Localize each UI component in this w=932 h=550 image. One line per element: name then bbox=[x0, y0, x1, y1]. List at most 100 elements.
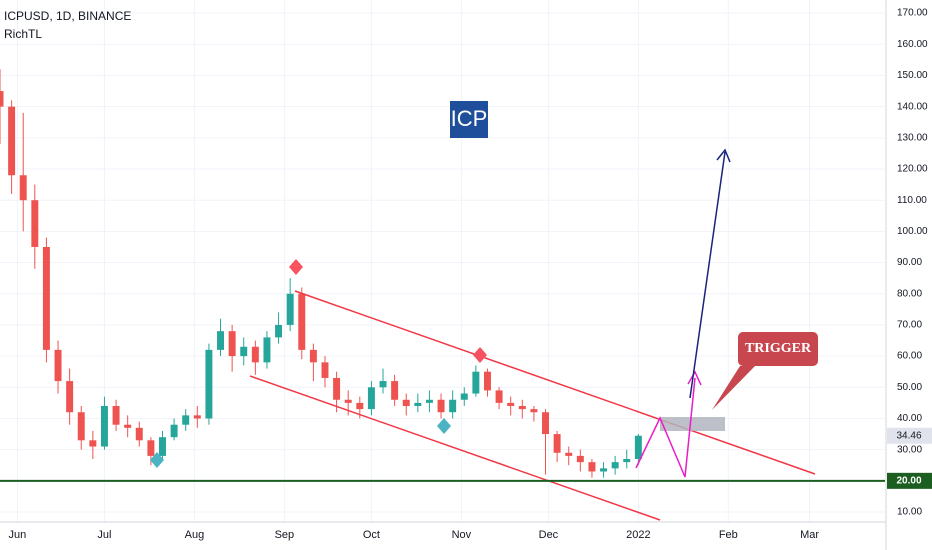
candle-body bbox=[495, 390, 503, 403]
candle-body bbox=[112, 406, 120, 425]
candle-body bbox=[483, 371, 491, 391]
candle-body bbox=[588, 462, 596, 472]
candle-body bbox=[391, 381, 399, 400]
candle-body bbox=[77, 412, 85, 441]
badge-text: ICP bbox=[451, 106, 488, 131]
callout-text: TRIGGER bbox=[745, 341, 812, 356]
candle-body bbox=[182, 415, 190, 425]
candle-body bbox=[634, 435, 642, 460]
pivot-high bbox=[473, 347, 487, 363]
pivot-low bbox=[437, 418, 451, 434]
last-price-label: 34.46 bbox=[896, 430, 921, 441]
x-tick-label: Nov bbox=[452, 529, 472, 541]
y-tick-label: 150.00 bbox=[897, 70, 928, 81]
chart-title: ICPUSD, 1D, BINANCE bbox=[4, 9, 131, 23]
candle-body bbox=[217, 331, 225, 350]
candle-body bbox=[205, 349, 213, 419]
overlay: 10.00 30.00 40.00 50.00 60.00 70.00 80.00 90.00… bbox=[0, 8, 932, 541]
candle-body bbox=[379, 381, 387, 388]
y-tick-label: 110.00 bbox=[897, 195, 927, 206]
y-tick-label: 160.00 bbox=[897, 39, 928, 50]
candle-body bbox=[507, 402, 515, 406]
candle-body bbox=[518, 406, 526, 410]
candle-body bbox=[542, 412, 549, 435]
candle-body bbox=[553, 434, 561, 453]
y-tick-label: 60.00 bbox=[897, 351, 922, 362]
candle-body bbox=[414, 402, 422, 406]
x-tick-label: Dec bbox=[539, 529, 559, 541]
candle-body bbox=[240, 346, 248, 357]
candle-body bbox=[19, 175, 27, 201]
candle-body bbox=[8, 106, 16, 176]
candle-body bbox=[89, 440, 97, 447]
channel-upper bbox=[294, 290, 816, 475]
candle-body bbox=[42, 246, 50, 350]
last-price-box bbox=[887, 427, 932, 444]
y-tick-label: 10.00 bbox=[897, 507, 922, 518]
y-tick-label: 90.00 bbox=[897, 257, 922, 268]
y-tick-label: 130.00 bbox=[897, 132, 928, 143]
candle-body bbox=[565, 452, 573, 456]
y-tick-label: 120.00 bbox=[897, 164, 928, 175]
candle-body bbox=[193, 415, 201, 419]
x-tick-label: Aug bbox=[185, 529, 205, 541]
candle-body bbox=[100, 406, 108, 447]
x-tick-label: Jun bbox=[9, 529, 27, 541]
badge-box bbox=[450, 101, 488, 138]
x-tick-label: Jul bbox=[97, 529, 111, 541]
candle-body bbox=[309, 349, 317, 363]
y-tick-label: 140.00 bbox=[897, 101, 928, 112]
candle-body bbox=[31, 200, 39, 247]
callout-box bbox=[738, 332, 818, 366]
candle-body bbox=[333, 377, 341, 400]
candle-body bbox=[54, 349, 62, 382]
candle-body bbox=[251, 346, 259, 363]
grid bbox=[0, 0, 885, 522]
projection-path bbox=[635, 377, 696, 478]
y-tick-label: 80.00 bbox=[897, 288, 922, 299]
candle-body bbox=[298, 293, 306, 350]
y-tick-label: 40.00 bbox=[897, 413, 922, 424]
x-tick-label: Mar bbox=[800, 529, 819, 541]
callout-pointer bbox=[712, 366, 755, 410]
pivot-low bbox=[150, 452, 164, 468]
y-tick-label: 170.00 bbox=[897, 8, 928, 19]
y-tick-label: 30.00 bbox=[897, 444, 922, 455]
candle-body bbox=[460, 393, 468, 400]
target-arrow bbox=[689, 151, 726, 399]
channel-lower bbox=[249, 375, 661, 521]
candle-body bbox=[623, 459, 631, 463]
candle-body bbox=[425, 399, 433, 403]
support-label: 20.00 bbox=[896, 475, 921, 486]
candle-body bbox=[576, 455, 584, 463]
candle-body bbox=[449, 399, 457, 413]
y-tick-label: 50.00 bbox=[897, 382, 922, 393]
projection-arrowhead bbox=[687, 370, 702, 386]
candle-body bbox=[124, 424, 132, 428]
candle-body bbox=[66, 381, 74, 413]
candle-body bbox=[159, 437, 166, 456]
candle-body bbox=[600, 468, 608, 472]
target-arrowhead bbox=[716, 148, 731, 163]
candle-body bbox=[321, 362, 329, 378]
candle-body bbox=[170, 424, 178, 438]
candle-body bbox=[611, 462, 619, 469]
candle-body bbox=[228, 331, 236, 357]
x-tick-label: Oct bbox=[363, 529, 380, 541]
chart-subtitle: RichTL bbox=[4, 27, 42, 41]
candle-body bbox=[0, 91, 4, 107]
support-label-box bbox=[887, 472, 932, 489]
candle-body bbox=[135, 427, 143, 441]
x-tick-label: 2022 bbox=[626, 529, 650, 541]
y-tick-label: 100.00 bbox=[897, 226, 928, 237]
trigger-zone bbox=[660, 417, 725, 431]
candle-body bbox=[286, 293, 294, 325]
candle-body bbox=[367, 387, 375, 410]
candle-body bbox=[356, 402, 364, 410]
candle-body bbox=[437, 399, 445, 413]
candle-body bbox=[472, 371, 480, 394]
x-tick-label: Feb bbox=[719, 529, 738, 541]
candle-body bbox=[344, 399, 352, 403]
